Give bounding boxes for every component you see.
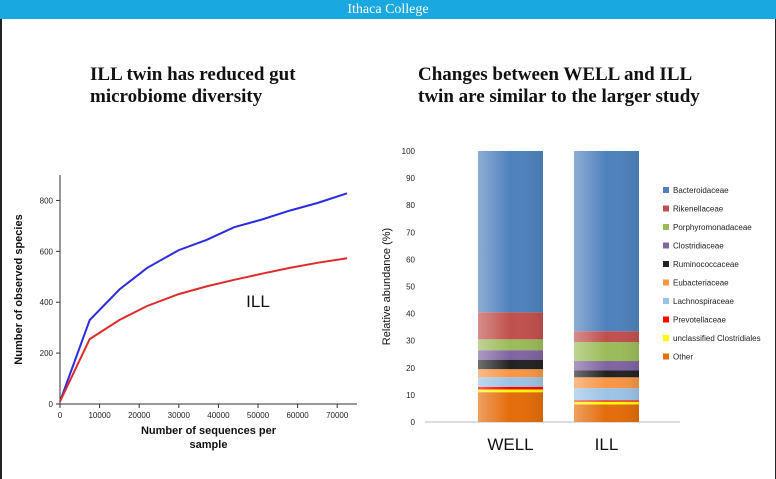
y-tick-label: 20 [406,364,415,373]
bar-gloss-well [478,151,543,422]
x-tick-label: 60000 [286,411,309,420]
y-tick-label: 0 [411,418,416,427]
frame-border-left [0,19,2,479]
legend-label: Other [673,353,693,362]
y-tick-label: 50 [406,283,415,292]
y-tick-label: 200 [40,349,54,358]
y-tick-label: 60 [406,255,415,264]
legend-swatch [663,298,669,304]
x-tick-label: 40000 [207,411,230,420]
legend-label: Bacteroidaceae [673,186,729,195]
legend-label: Lachnospiraceae [673,297,734,306]
legend-swatch [663,279,669,286]
series-line-well [59,192,348,402]
y-tick-label: 90 [406,174,415,183]
legend-label: Eubacteriaceae [673,279,729,288]
y-tick-label: 10 [406,391,415,400]
legend-swatch [663,335,669,341]
legend-label: Ruminococcaceae [673,260,739,269]
legend-label: Porphyromonadaceae [673,223,752,232]
legend-swatch [663,205,669,212]
legend-label: Clostridiaceae [673,242,724,251]
legend-label: Rikenellaceae [673,205,724,214]
y-tick-label: 30 [406,337,415,346]
header-bar: Ithaca College [0,0,776,19]
y-tick-label: 100 [402,147,416,156]
legend-swatch [663,316,669,323]
y-axis-title: Relative abundance (%) [381,228,393,345]
legend-swatch [663,242,669,249]
x-axis-title-line1: Number of sequences per [141,425,277,437]
x-tick-label: 50000 [247,411,270,420]
legend-swatch [663,224,669,230]
x-axis-title-line2: sample [190,439,228,451]
y-tick-label: 0 [49,400,54,409]
y-tick-label: 800 [40,196,54,205]
y-tick-label: 400 [40,298,54,307]
y-tick-label: 600 [40,247,54,256]
annotation-ill: ILL [246,292,270,311]
stacked-bar-chart: 0 10 20 30 40 50 60 70 80 90 100 Relative abundance… [381,147,761,454]
legend-label: unclassified Clostridiales [673,334,761,343]
x-tick-label: 70000 [326,411,349,420]
x-tick-label: 0 [58,411,63,420]
y-axis-title: Number of observed species [13,214,25,364]
legend-swatch [663,261,669,267]
left-heading: ILL twin has reduced gut microbiome dive… [90,64,296,107]
x-tick-label: 20000 [128,411,151,420]
header-title: Ithaca College [347,2,429,17]
x-tick-label: 30000 [168,411,191,420]
legend-swatch [663,353,669,360]
rarefaction-line-chart: 0 200 400 600 800 0 10000 20000 30000 40000 50000 6… [13,175,357,451]
y-tick-label: 70 [406,228,415,237]
legend-label: Prevotellaceae [673,316,726,325]
y-tick-label: 40 [406,310,415,319]
x-tick-label: 10000 [88,411,111,420]
y-tick-label: 80 [406,201,415,210]
category-label-well: WELL [487,435,533,454]
bar-gloss-ill [574,151,639,422]
right-heading: Changes between WELL and ILL twin are si… [418,64,700,107]
category-label-ill: ILL [595,435,619,454]
series-line-ill [59,257,348,402]
legend-swatch [663,187,669,193]
